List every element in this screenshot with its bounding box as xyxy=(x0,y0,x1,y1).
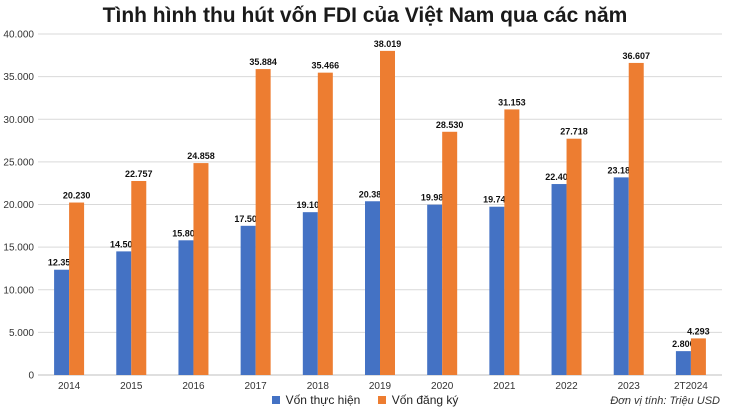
bar-von-dang-ky xyxy=(69,202,85,375)
x-tick-label: 2018 xyxy=(307,381,330,392)
legend-item-series-2: Vốn đăng ký xyxy=(377,393,459,407)
data-label: 28.530 xyxy=(436,120,464,130)
data-label: 38.019 xyxy=(374,39,402,49)
bar-von-dang-ky xyxy=(442,131,458,375)
bar-von-thuc-hien xyxy=(365,201,380,375)
y-tick-label: 10.000 xyxy=(3,285,34,296)
legend-label-series-1: Vốn thực hiện xyxy=(285,393,361,407)
x-tick-label: 2015 xyxy=(120,381,143,392)
x-tick-label: 2020 xyxy=(431,381,454,392)
data-label: 20.380 xyxy=(359,189,387,199)
data-label: 4.293 xyxy=(687,326,710,336)
data-label: 19.100 xyxy=(297,200,325,210)
data-label: 22.400 xyxy=(545,172,573,182)
x-tick-label: 2019 xyxy=(369,381,392,392)
data-label: 15.800 xyxy=(172,228,200,238)
data-label: 12.350 xyxy=(48,258,76,268)
y-tick-label: 0 xyxy=(28,371,34,382)
x-tick-label: 2T2024 xyxy=(674,381,708,392)
bar-von-dang-ky xyxy=(380,50,395,375)
x-tick-label: 2021 xyxy=(493,381,516,392)
y-tick-label: 5.000 xyxy=(9,328,34,339)
data-label: 31.153 xyxy=(498,97,526,107)
x-tick-label: 2023 xyxy=(618,381,641,392)
y-tick-label: 40.000 xyxy=(3,30,34,41)
data-label: 23.183 xyxy=(607,165,635,175)
y-tick-label: 15.000 xyxy=(3,243,34,254)
y-tick-label: 30.000 xyxy=(3,115,34,126)
bar-von-dang-ky xyxy=(690,338,706,375)
data-label: 36.607 xyxy=(622,51,650,61)
data-label: 2.800 xyxy=(672,339,695,349)
unit-note: Đơn vị tính: Triệu USD xyxy=(610,395,720,407)
bar-von-dang-ky xyxy=(566,138,582,375)
data-label: 19.980 xyxy=(421,193,449,203)
bar-von-thuc-hien xyxy=(178,240,194,375)
bar-von-thuc-hien xyxy=(613,177,629,375)
data-label: 17.500 xyxy=(234,214,262,224)
legend: Vốn thực hiện Vốn đăng ký xyxy=(0,393,730,407)
bar-von-dang-ky xyxy=(504,109,520,375)
data-label: 14.500 xyxy=(110,239,138,249)
bar-von-dang-ky xyxy=(131,180,147,375)
y-tick-label: 20.000 xyxy=(3,200,34,211)
bar-von-thuc-hien xyxy=(551,184,567,375)
data-label: 24.858 xyxy=(187,151,215,161)
bar-von-thuc-hien xyxy=(240,225,256,375)
legend-label-series-2: Vốn đăng ký xyxy=(391,393,459,407)
legend-item-series-1: Vốn thực hiện xyxy=(271,393,361,407)
bar-von-thuc-hien xyxy=(675,351,691,375)
legend-swatch-series-1 xyxy=(271,396,280,404)
y-tick-label: 35.000 xyxy=(3,72,34,83)
bar-von-thuc-hien xyxy=(116,251,132,375)
x-tick-label: 2022 xyxy=(555,381,578,392)
bar-von-dang-ky xyxy=(193,163,209,375)
x-tick-label: 2014 xyxy=(58,381,81,392)
data-label: 27.718 xyxy=(560,127,588,137)
data-label: 35.466 xyxy=(312,61,340,71)
bar-von-dang-ky xyxy=(255,69,271,375)
bar-von-thuc-hien xyxy=(489,206,505,375)
data-label: 35.884 xyxy=(249,57,277,67)
bar-von-thuc-hien xyxy=(302,212,318,375)
bar-von-dang-ky xyxy=(317,72,333,376)
chart-title: Tình hình thu hút vốn FDI của Việt Nam q… xyxy=(102,4,628,27)
x-tick-label: 2017 xyxy=(245,381,268,392)
bar-von-thuc-hien xyxy=(427,204,443,375)
y-tick-label: 25.000 xyxy=(3,157,34,168)
legend-swatch-series-2 xyxy=(377,396,386,404)
data-label: 22.757 xyxy=(125,169,153,179)
data-label: 19.740 xyxy=(483,195,511,205)
x-tick-label: 2016 xyxy=(182,381,205,392)
bar-von-thuc-hien xyxy=(54,269,70,375)
bar-von-dang-ky xyxy=(628,62,644,375)
data-label: 20.230 xyxy=(63,191,91,201)
